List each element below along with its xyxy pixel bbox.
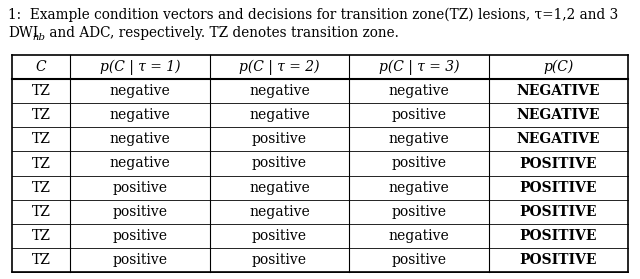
Text: POSITIVE: POSITIVE — [520, 229, 597, 243]
Text: TZ: TZ — [32, 157, 51, 170]
Text: TZ: TZ — [32, 253, 51, 267]
Text: negative: negative — [109, 133, 170, 146]
Text: TZ: TZ — [32, 205, 51, 219]
Text: positive: positive — [392, 205, 446, 219]
Text: DWI: DWI — [8, 26, 38, 40]
Text: 1:  Example condition vectors and decisions for transition zone(TZ) lesions, τ=1: 1: Example condition vectors and decisio… — [8, 8, 618, 22]
Text: positive: positive — [113, 205, 168, 219]
Text: hb: hb — [32, 33, 45, 42]
Text: POSITIVE: POSITIVE — [520, 253, 597, 267]
Text: negative: negative — [249, 205, 310, 219]
Text: TZ: TZ — [32, 181, 51, 195]
Text: negative: negative — [388, 229, 449, 243]
Text: TZ: TZ — [32, 229, 51, 243]
Text: TZ: TZ — [32, 84, 51, 98]
Text: negative: negative — [388, 181, 449, 195]
Text: negative: negative — [249, 84, 310, 98]
Text: negative: negative — [109, 108, 170, 122]
Text: negative: negative — [249, 181, 310, 195]
Text: positive: positive — [113, 229, 168, 243]
Text: positive: positive — [252, 229, 307, 243]
Text: p(C | τ = 3): p(C | τ = 3) — [379, 59, 459, 75]
Text: POSITIVE: POSITIVE — [520, 205, 597, 219]
Text: positive: positive — [252, 157, 307, 170]
Text: p(C | τ = 2): p(C | τ = 2) — [239, 59, 320, 75]
Text: positive: positive — [392, 253, 446, 267]
Text: positive: positive — [392, 108, 446, 122]
Text: and ADC, respectively. TZ denotes transition zone.: and ADC, respectively. TZ denotes transi… — [45, 26, 399, 40]
Text: negative: negative — [388, 84, 449, 98]
Text: positive: positive — [252, 253, 307, 267]
Text: p(C | τ = 1): p(C | τ = 1) — [100, 59, 180, 75]
Text: POSITIVE: POSITIVE — [520, 157, 597, 170]
Text: negative: negative — [109, 84, 170, 98]
Text: positive: positive — [113, 253, 168, 267]
Text: positive: positive — [113, 181, 168, 195]
Text: NEGATIVE: NEGATIVE — [516, 108, 600, 122]
Text: TZ: TZ — [32, 133, 51, 146]
Text: p(C): p(C) — [543, 60, 573, 74]
Text: positive: positive — [392, 157, 446, 170]
Text: C: C — [36, 60, 47, 74]
Text: POSITIVE: POSITIVE — [520, 181, 597, 195]
Text: NEGATIVE: NEGATIVE — [516, 133, 600, 146]
Text: TZ: TZ — [32, 108, 51, 122]
Text: negative: negative — [388, 133, 449, 146]
Text: negative: negative — [109, 157, 170, 170]
Text: positive: positive — [252, 133, 307, 146]
Text: NEGATIVE: NEGATIVE — [516, 84, 600, 98]
Text: negative: negative — [249, 108, 310, 122]
